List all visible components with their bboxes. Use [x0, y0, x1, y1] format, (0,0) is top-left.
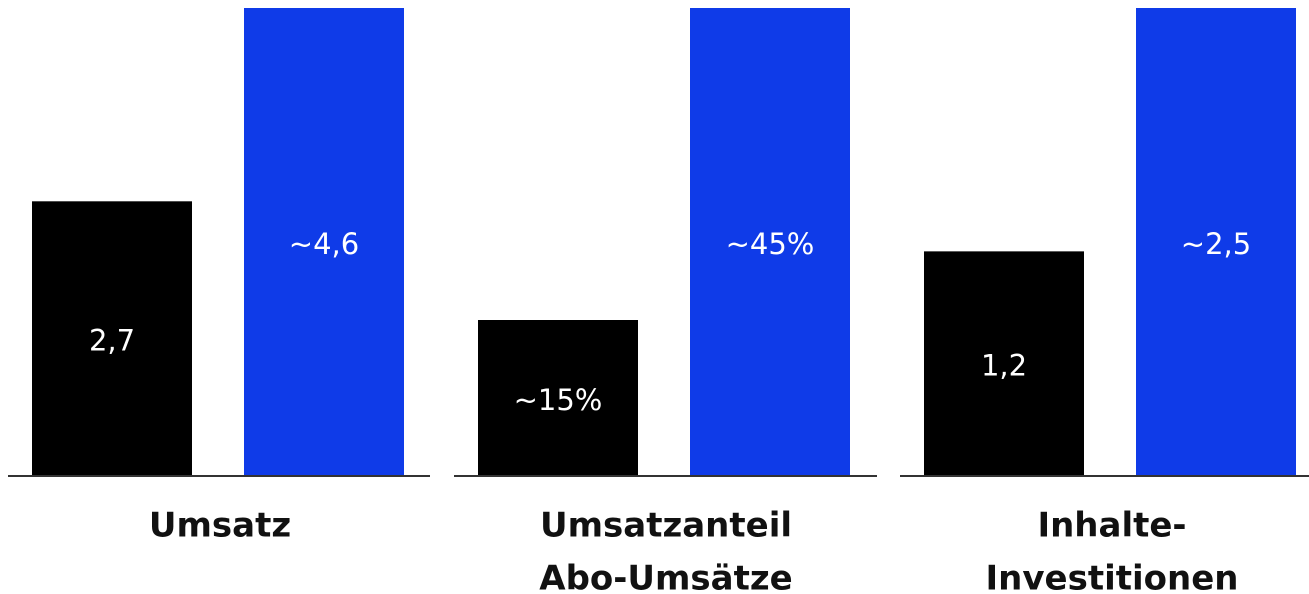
category-title: Umsatzanteil: [540, 506, 792, 546]
bar: [478, 320, 638, 476]
value-label: ~4,6: [289, 227, 359, 261]
bar: [1136, 8, 1296, 476]
value-label: 1,2: [981, 349, 1027, 383]
bar: [32, 201, 192, 476]
value-label: ~2,5: [1181, 227, 1251, 261]
category-title: Inhalte-: [1037, 506, 1186, 546]
category-title: Investitionen: [986, 559, 1239, 594]
category-title: Umsatz: [149, 506, 291, 546]
value-label: 2,7: [89, 324, 135, 358]
bar: [244, 8, 404, 476]
value-label: ~15%: [514, 383, 603, 417]
bar: [924, 251, 1084, 476]
bar: [690, 8, 850, 476]
value-label: ~45%: [726, 227, 815, 261]
category-title: Abo-Umsätze: [539, 559, 792, 594]
